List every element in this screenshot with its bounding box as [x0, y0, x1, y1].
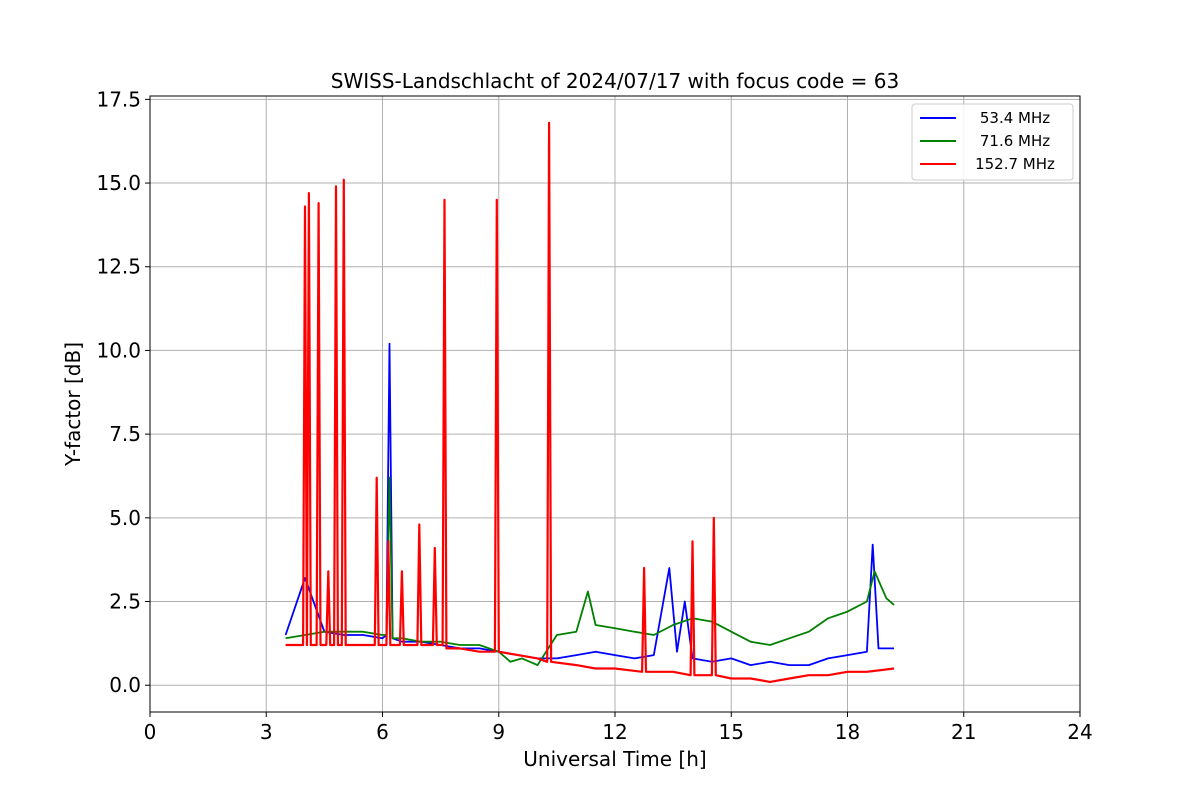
legend: 53.4 MHz 71.6 MHz 152.7 MHz: [911, 103, 1074, 181]
x-tick-label: 9: [492, 720, 505, 744]
x-tick-label: 3: [260, 720, 273, 744]
y-tick-label: 10.0: [96, 338, 141, 362]
y-tick-label: 15.0: [96, 171, 141, 195]
legend-label: 71.6 MHz: [980, 132, 1050, 150]
y-tick-label: 12.5: [96, 255, 141, 279]
y-tick-label: 2.5: [109, 590, 141, 614]
x-axis-label: Universal Time [h]: [523, 747, 706, 771]
tick-layer: 0 3 6 9 12 15 18 21 24 0.0 2.5 5.0 7.5 10.0 12.5 15.0 17…: [96, 87, 1092, 744]
x-tick-label: 12: [602, 720, 627, 744]
x-tick-label: 0: [144, 720, 157, 744]
x-tick-label: 15: [719, 720, 744, 744]
y-tick-label: 0.0: [109, 673, 141, 697]
grid-layer: [149, 96, 1081, 712]
series-layer: [284, 121, 895, 684]
series-line-152-7-mhz: [285, 121, 895, 684]
y-tick-label: 5.0: [109, 506, 141, 530]
legend-label: 53.4 MHz: [980, 109, 1050, 127]
x-tick-label: 21: [951, 720, 976, 744]
legend-box: [911, 103, 1074, 181]
y-tick-label: 17.5: [96, 87, 141, 111]
y-tick-label: 7.5: [109, 422, 141, 446]
legend-label: 152.7 MHz: [975, 155, 1055, 173]
y-axis-label: Y-factor [dB]: [61, 342, 85, 467]
x-tick-label: 24: [1067, 720, 1092, 744]
x-tick-label: 18: [835, 720, 860, 744]
x-tick-label: 6: [376, 720, 389, 744]
chart-title: SWISS-Landschlacht of 2024/07/17 with fo…: [331, 69, 899, 93]
